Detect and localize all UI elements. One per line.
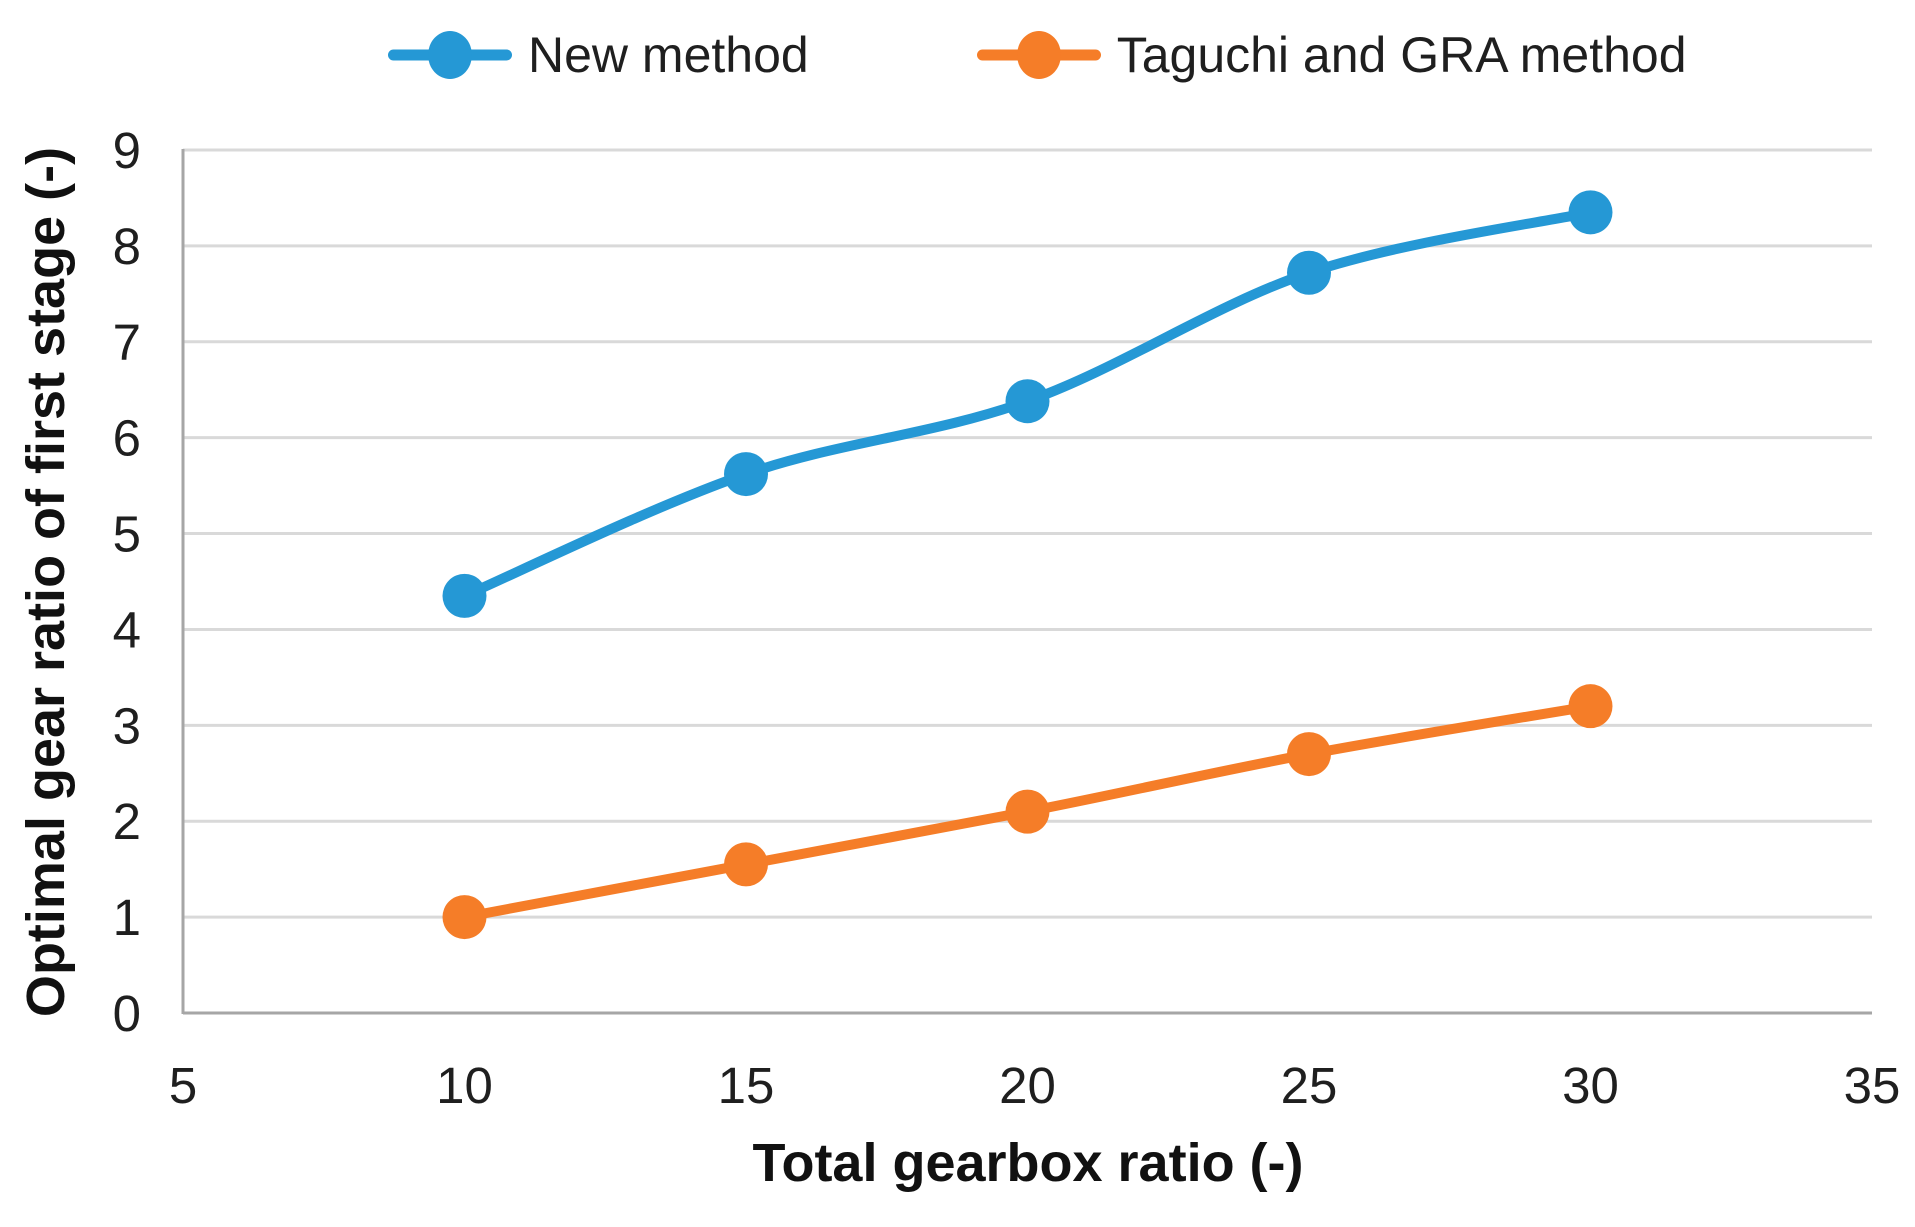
y-tick-label: 1: [113, 889, 141, 946]
y-tick-label: 3: [113, 697, 141, 754]
x-tick-label: 5: [169, 1057, 197, 1114]
data-point: [1568, 684, 1613, 729]
y-tick-label: 2: [113, 793, 141, 850]
y-tick-label: 0: [113, 985, 141, 1042]
legend-label-new-method: New method: [528, 27, 809, 83]
legend-marker-new-method: [388, 30, 512, 80]
x-tick-label: 25: [1281, 1057, 1338, 1114]
legend-item-taguchi-gra: Taguchi and GRA method: [976, 26, 1687, 84]
x-tick-label: 20: [999, 1057, 1056, 1114]
y-tick-label: 8: [113, 218, 141, 275]
y-tick-label: 5: [113, 506, 141, 563]
data-point: [724, 842, 768, 887]
legend-label-taguchi-gra: Taguchi and GRA method: [1116, 27, 1687, 83]
data-point: [442, 573, 487, 618]
legend-circle-icon: [1016, 31, 1061, 79]
x-tick-label: 35: [1844, 1057, 1901, 1114]
data-point: [1005, 379, 1050, 424]
legend-marker-taguchi-gra: [976, 30, 1101, 80]
x-tick-label: 15: [718, 1057, 775, 1114]
x-tick-label: 30: [1562, 1057, 1619, 1114]
y-tick-label: 4: [113, 601, 141, 658]
y-tick-label: 9: [113, 122, 141, 179]
chart-legend: New method Taguchi and GRA method: [388, 26, 1687, 84]
data-point: [1568, 190, 1613, 235]
data-point: [1005, 789, 1050, 834]
data-point: [1287, 250, 1331, 295]
data-point: [724, 452, 768, 497]
y-tick-label: 6: [113, 410, 141, 467]
x-tick-label: 10: [436, 1057, 493, 1114]
data-point: [442, 895, 487, 940]
legend-circle-icon: [428, 31, 472, 79]
data-point: [1287, 732, 1331, 777]
y-axis-title: Optimal gear ratio of first stage (-): [16, 146, 76, 1018]
y-tick-label: 7: [113, 314, 141, 371]
x-axis-title: Total gearbox ratio (-): [752, 1133, 1304, 1193]
legend-item-new-method: New method: [388, 26, 809, 84]
